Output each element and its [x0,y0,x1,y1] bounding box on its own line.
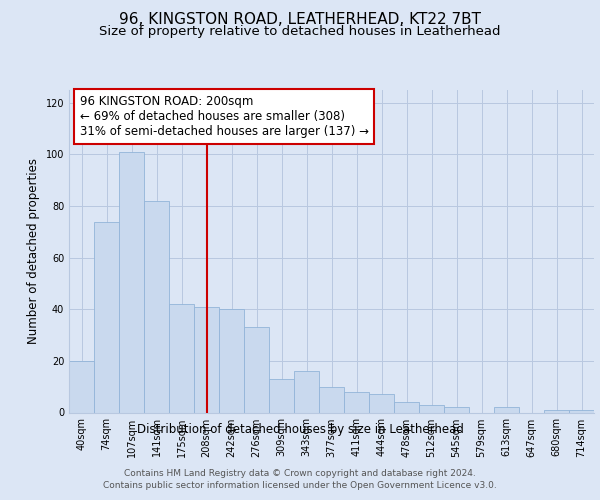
Bar [569,410,594,412]
Text: Distribution of detached houses by size in Leatherhead: Distribution of detached houses by size … [137,422,463,436]
Bar [544,410,569,412]
Bar [169,304,194,412]
Bar [144,201,169,412]
Bar [244,328,269,412]
Y-axis label: Number of detached properties: Number of detached properties [27,158,40,344]
Text: 96 KINGSTON ROAD: 200sqm
← 69% of detached houses are smaller (308)
31% of semi-: 96 KINGSTON ROAD: 200sqm ← 69% of detach… [79,95,368,138]
Bar [194,306,219,412]
Bar [494,408,519,412]
Bar [344,392,369,412]
Bar [69,361,94,412]
Text: 96, KINGSTON ROAD, LEATHERHEAD, KT22 7BT: 96, KINGSTON ROAD, LEATHERHEAD, KT22 7BT [119,12,481,28]
Text: Contains public sector information licensed under the Open Government Licence v3: Contains public sector information licen… [103,481,497,490]
Bar [319,386,344,412]
Text: Size of property relative to detached houses in Leatherhead: Size of property relative to detached ho… [99,25,501,38]
Bar [369,394,394,412]
Bar [119,152,144,412]
Bar [394,402,419,412]
Text: Contains HM Land Registry data © Crown copyright and database right 2024.: Contains HM Land Registry data © Crown c… [124,469,476,478]
Bar [219,310,244,412]
Bar [269,379,294,412]
Bar [419,405,444,412]
Bar [294,371,319,412]
Bar [444,408,469,412]
Bar [94,222,119,412]
